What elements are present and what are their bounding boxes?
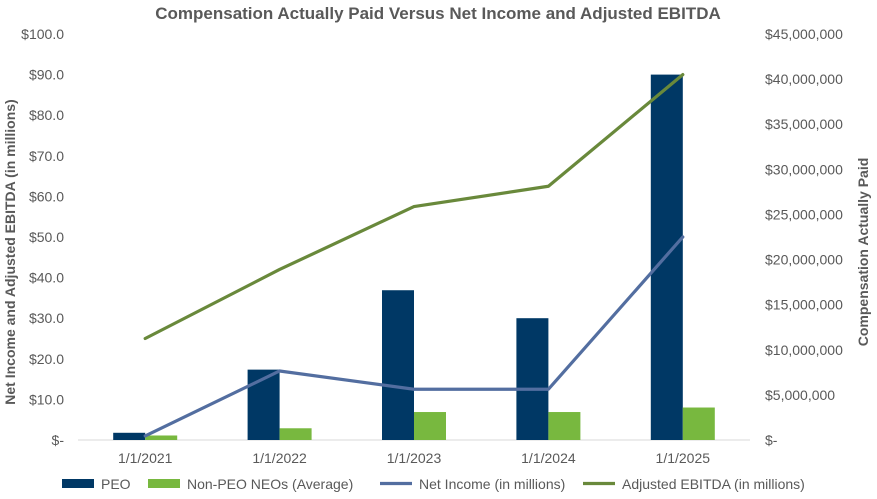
left-tick-label: $30.0 — [29, 310, 64, 326]
bars — [113, 74, 715, 440]
right-tick-label: $30,000,000 — [765, 161, 843, 177]
x-tick-label: 1/1/2023 — [387, 450, 442, 466]
x-axis-ticks: 1/1/2021 1/1/2022 1/1/2023 1/1/2024 1/1/2025 — [118, 450, 710, 466]
left-tick-label: $80.0 — [29, 107, 64, 123]
left-axis-ticks: $- $10.0 $20.0 $30.0 $40.0 $50.0 $60.0 $70.0 $80… — [21, 26, 64, 448]
line-Adjusted EBITDA (in millions) — [143, 72, 685, 341]
legend-label: Non-PEO NEOs (Average) — [187, 476, 353, 492]
x-tick-label: 1/1/2021 — [118, 450, 173, 466]
right-tick-label: $10,000,000 — [765, 342, 843, 358]
bar-Non-PEO NEOs (Average) — [414, 412, 446, 440]
left-tick-label: $90.0 — [29, 67, 64, 83]
bar-PEO — [516, 318, 549, 440]
right-tick-label: $35,000,000 — [765, 116, 843, 132]
left-tick-label: $50.0 — [29, 229, 64, 245]
line-Net Income (in millions) — [143, 235, 685, 438]
x-tick-label: 1/1/2022 — [252, 450, 307, 466]
legend-swatch — [62, 479, 94, 488]
right-axis-ticks: $- $5,000,000 $10,000,000 $15,000,000 $20,00… — [765, 26, 843, 448]
right-tick-label: $20,000,000 — [765, 252, 843, 268]
left-tick-label: $10.0 — [29, 391, 64, 407]
legend: PEO Non-PEO NEOs (Average) Net Income (in … — [62, 476, 805, 492]
bar-PEO — [382, 290, 414, 440]
x-tick-label: 1/1/2024 — [521, 450, 576, 466]
legend-label: Adjusted EBITDA (in millions) — [622, 476, 805, 492]
left-axis-title: Net Income and Adjusted EBITDA (in milli… — [2, 99, 18, 404]
left-tick-label: $100.0 — [21, 26, 64, 42]
left-tick-label: $70.0 — [29, 148, 64, 164]
bar-Non-PEO NEOs (Average) — [682, 407, 715, 440]
left-tick-label: $20.0 — [29, 351, 64, 367]
left-tick-label: $- — [52, 432, 65, 448]
x-tick-label: 1/1/2025 — [656, 450, 711, 466]
right-tick-label: $40,000,000 — [765, 71, 843, 87]
legend-label: Net Income (in millions) — [419, 476, 565, 492]
right-tick-label: $- — [765, 432, 778, 448]
legend-label: PEO — [101, 476, 131, 492]
right-tick-label: $15,000,000 — [765, 297, 843, 313]
bar-Non-PEO NEOs (Average) — [145, 435, 178, 440]
bar-Non-PEO NEOs (Average) — [548, 412, 581, 440]
legend-swatch — [148, 479, 180, 488]
right-tick-label: $45,000,000 — [765, 26, 843, 42]
right-tick-label: $25,000,000 — [765, 206, 843, 222]
right-tick-label: $5,000,000 — [765, 387, 835, 403]
bar-PEO — [113, 432, 146, 440]
left-tick-label: $60.0 — [29, 188, 64, 204]
left-tick-label: $40.0 — [29, 270, 64, 286]
series-lines — [143, 72, 685, 438]
chart-title: Compensation Actually Paid Versus Net In… — [155, 4, 721, 23]
right-axis-title: Compensation Actually Paid — [855, 158, 871, 347]
bar-Non-PEO NEOs (Average) — [279, 428, 312, 440]
bar-PEO — [247, 369, 280, 440]
